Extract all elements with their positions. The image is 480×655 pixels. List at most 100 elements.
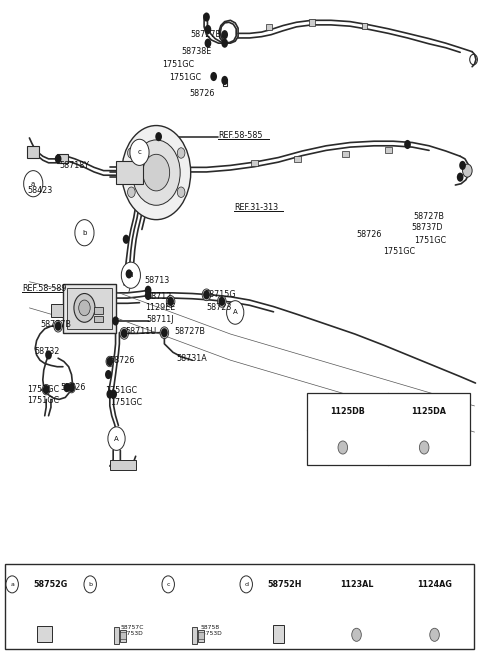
Text: 1124AG: 1124AG [417,580,452,589]
Bar [361,23,367,29]
Bar [198,630,204,642]
Bar [385,147,392,153]
Circle shape [107,357,113,366]
Bar [342,151,348,157]
Text: a: a [10,582,14,587]
Circle shape [204,25,211,34]
Text: 1751GC: 1751GC [169,73,201,82]
Circle shape [352,628,361,641]
Circle shape [161,328,168,337]
Text: 58752G: 58752G [33,580,68,589]
Text: d: d [129,272,133,278]
Text: 1751GC: 1751GC [110,398,142,407]
Circle shape [110,390,117,399]
Circle shape [338,441,348,454]
Circle shape [106,356,114,367]
Bar [294,156,301,162]
Circle shape [128,148,135,159]
Text: 58726: 58726 [60,383,86,392]
Circle shape [177,148,185,159]
Bar [94,316,103,322]
Bar [251,160,258,166]
Circle shape [221,39,228,48]
Text: 58423: 58423 [27,186,52,195]
Circle shape [404,140,411,149]
Circle shape [203,12,210,22]
Text: 1751GC: 1751GC [27,396,59,405]
Circle shape [420,441,429,454]
Circle shape [202,289,211,301]
Text: b: b [88,582,92,587]
Text: 1123AL: 1123AL [340,580,373,589]
Circle shape [145,286,152,295]
Text: d: d [244,582,248,587]
Circle shape [167,297,174,306]
Bar [273,625,284,643]
Text: 58726: 58726 [357,229,382,238]
Circle shape [68,383,75,393]
Text: 58712: 58712 [147,291,172,301]
Text: 58711U: 58711U [125,327,156,336]
Text: 58758
58753D: 58758 58753D [198,625,222,636]
Text: a: a [31,181,36,187]
Text: REF.31-313: REF.31-313 [234,203,278,212]
Bar [192,627,197,644]
Bar [110,460,136,470]
Bar [37,626,52,642]
Circle shape [84,576,96,593]
Circle shape [143,155,169,191]
Text: 1751GC: 1751GC [384,247,416,256]
Circle shape [74,293,95,322]
Circle shape [430,628,439,641]
Text: 1751GC: 1751GC [105,386,137,395]
Circle shape [166,295,175,307]
Circle shape [24,171,43,196]
Text: 58711J: 58711J [147,315,174,324]
Text: b: b [82,230,86,236]
Text: 58726: 58726 [190,89,215,98]
Text: 58726: 58726 [110,356,135,365]
Circle shape [107,390,113,399]
Circle shape [63,383,70,392]
Circle shape [121,329,128,338]
Circle shape [108,427,125,451]
Text: 58738E: 58738E [181,47,212,56]
Text: 58727B: 58727B [40,320,72,329]
Circle shape [217,295,226,307]
Circle shape [218,297,225,306]
Circle shape [6,576,18,593]
Bar [120,633,126,639]
Bar [63,284,116,333]
Text: 58732: 58732 [34,346,60,356]
Circle shape [75,219,94,246]
Text: 58715G: 58715G [204,290,236,299]
Circle shape [160,327,168,339]
Text: 58723: 58723 [206,303,232,312]
Text: 1751GC: 1751GC [27,385,59,394]
Text: 58727B: 58727B [190,30,221,39]
Text: 58752H: 58752H [267,580,302,589]
Text: 58727B: 58727B [413,212,444,221]
Bar [116,161,144,183]
Circle shape [42,384,50,395]
Text: 58727B: 58727B [174,327,205,336]
Text: 1751GC: 1751GC [414,236,446,245]
Text: c: c [138,149,142,155]
Text: REF.58-585: REF.58-585 [218,132,263,140]
Bar [120,630,126,642]
Bar [27,146,39,158]
Circle shape [162,576,174,593]
Text: c: c [167,582,170,587]
Circle shape [121,262,141,288]
Bar [198,633,204,639]
Bar [94,307,103,314]
Circle shape [43,385,49,394]
Text: 58731A: 58731A [177,354,207,364]
Text: 1125DB: 1125DB [330,407,365,416]
Circle shape [240,576,252,593]
Text: 1125DA: 1125DA [411,407,446,416]
Circle shape [54,320,62,332]
Circle shape [221,76,228,85]
Text: 58737D: 58737D [411,223,443,232]
Circle shape [45,350,52,360]
